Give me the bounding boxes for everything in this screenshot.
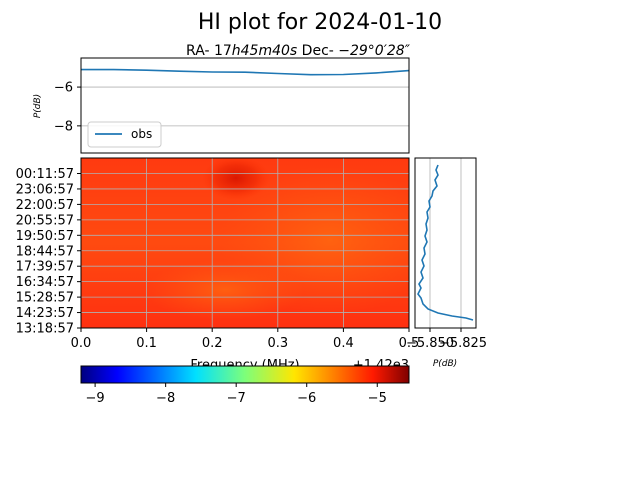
colorbar-tick-label: −5 [368,391,387,406]
heatmap-time-label: 00:11:57 [16,167,74,182]
heatmap-xtick-label: 0.4 [333,336,354,351]
heatmap-time-label: 22:00:57 [16,198,74,213]
heatmap-time-label: 14:23:57 [16,306,74,321]
colorbar-tick-label: −9 [86,391,105,406]
colorbar-ticks: −9 −8 −7 −6 −5 [86,383,387,406]
heatmap-frequency-ticks: 0.0 0.1 0.2 0.3 0.4 0.5 [71,328,420,351]
side-background [415,158,476,328]
heatmap-xtick-label: 0.1 [136,336,157,351]
chart-title: HI plot for 2024-01-10 [198,10,442,35]
heatmap-xtick-label: 0.3 [267,336,288,351]
heatmap-time-label: 15:28:57 [16,291,74,306]
waterfall-heatmap: 00:11:5723:06:5722:00:5720:55:5719:50:57… [16,157,420,373]
heatmap-frame [80,157,410,329]
subtitle-dec: −29°0′28″ [338,43,410,59]
heatmap-time-label: 20:55:57 [16,213,74,228]
spectrum-yticks: −6 −8 [54,81,81,134]
spectrum-ylabel: P(dB) [33,94,43,118]
subtitle-ra: h45m40s [232,43,297,59]
legend-box [87,121,162,148]
heatmap-time-label: 17:39:57 [16,260,74,275]
heatmap-time-label: 23:06:57 [16,182,74,197]
colorbar-tick-label: −6 [297,391,316,406]
obs-series-line [81,68,410,76]
heatmap-dark-spot [202,158,270,200]
legend-label-obs: obs [131,127,152,141]
side-xtick-label-1: −5.850 [406,336,454,351]
side-profile-line [417,164,474,321]
spectrum-ytick-label: −6 [54,81,73,96]
spectrum-panel: −6 −8 P(dB) obs [33,57,410,154]
side-xlabel: P(dB) [433,359,457,369]
colorbar-tick-label: −7 [227,391,246,406]
heatmap-time-label: 13:18:57 [16,322,74,337]
spectrum-frame [80,57,410,154]
side-frame [414,157,477,329]
heatmap-time-label: 16:34:57 [16,275,74,290]
side-xtick-label-2: −5.825 [439,336,487,351]
heatmap-xtick-label: 0.0 [71,336,92,351]
spectrum-legend: obs [87,121,162,148]
heatmap-time-label: 19:50:57 [16,229,74,244]
heatmap-xtick-label: 0.2 [202,336,223,351]
chart-subtitle: RA- 17h45m40s Dec- −29°0′28″ [186,43,411,59]
side-profile-panel: −5.850 −5.825 P(dB) [406,157,487,369]
colorbar: −9 −8 −7 −6 −5 [80,365,410,406]
subtitle-mid: Dec- [297,43,338,59]
colorbar-tick-label: −8 [156,391,175,406]
heatmap-time-ticks: 00:11:5723:06:5722:00:5720:55:5719:50:57… [16,167,81,337]
heatmap-xtick-label: 0.5 [399,336,420,351]
colorbar-gradient [80,365,410,384]
heatmap-grid [81,158,409,328]
heatmap-time-label: 18:44:57 [16,244,74,259]
heatmap-warm-region-low [145,260,305,320]
subtitle-prefix: RA- 17 [186,43,232,59]
spectrum-ytick-label: −8 [54,119,73,134]
